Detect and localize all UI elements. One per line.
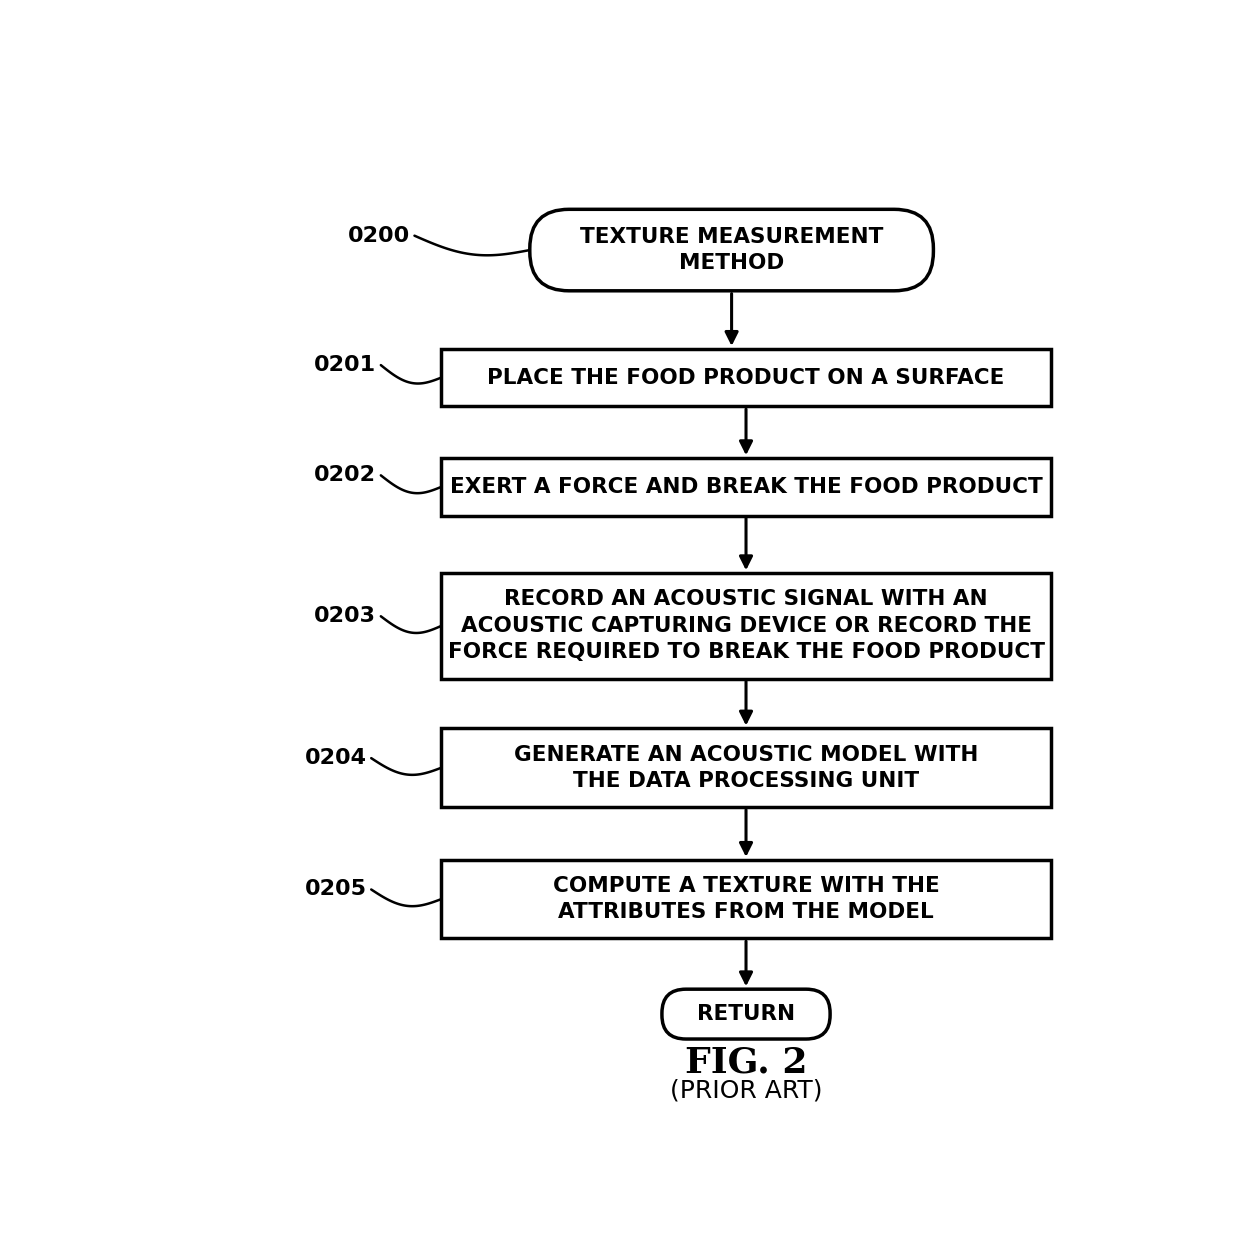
Text: 0201: 0201 <box>314 355 376 375</box>
Text: RETURN: RETURN <box>697 1005 795 1025</box>
Text: COMPUTE A TEXTURE WITH THE
ATTRIBUTES FROM THE MODEL: COMPUTE A TEXTURE WITH THE ATTRIBUTES FR… <box>553 876 940 923</box>
Text: PLACE THE FOOD PRODUCT ON A SURFACE: PLACE THE FOOD PRODUCT ON A SURFACE <box>487 367 1004 387</box>
Text: (PRIOR ART): (PRIOR ART) <box>670 1079 822 1103</box>
Bar <box>441 458 1052 515</box>
Bar <box>441 573 1052 679</box>
Text: 0205: 0205 <box>304 879 367 899</box>
Text: FIG. 2: FIG. 2 <box>684 1045 807 1079</box>
Text: 0200: 0200 <box>347 225 409 245</box>
Bar <box>441 728 1052 807</box>
Text: EXERT A FORCE AND BREAK THE FOOD PRODUCT: EXERT A FORCE AND BREAK THE FOOD PRODUCT <box>450 477 1043 497</box>
Bar <box>441 349 1052 406</box>
FancyBboxPatch shape <box>529 209 934 291</box>
Text: TEXTURE MEASUREMENT
METHOD: TEXTURE MEASUREMENT METHOD <box>580 227 883 273</box>
Text: RECORD AN ACOUSTIC SIGNAL WITH AN
ACOUSTIC CAPTURING DEVICE OR RECORD THE
FORCE : RECORD AN ACOUSTIC SIGNAL WITH AN ACOUST… <box>448 589 1044 662</box>
Bar <box>441 860 1052 939</box>
Text: 0202: 0202 <box>314 466 376 486</box>
Text: 0203: 0203 <box>314 606 376 626</box>
Text: 0204: 0204 <box>304 748 367 768</box>
FancyBboxPatch shape <box>662 990 830 1040</box>
Text: GENERATE AN ACOUSTIC MODEL WITH
THE DATA PROCESSING UNIT: GENERATE AN ACOUSTIC MODEL WITH THE DATA… <box>513 745 978 791</box>
